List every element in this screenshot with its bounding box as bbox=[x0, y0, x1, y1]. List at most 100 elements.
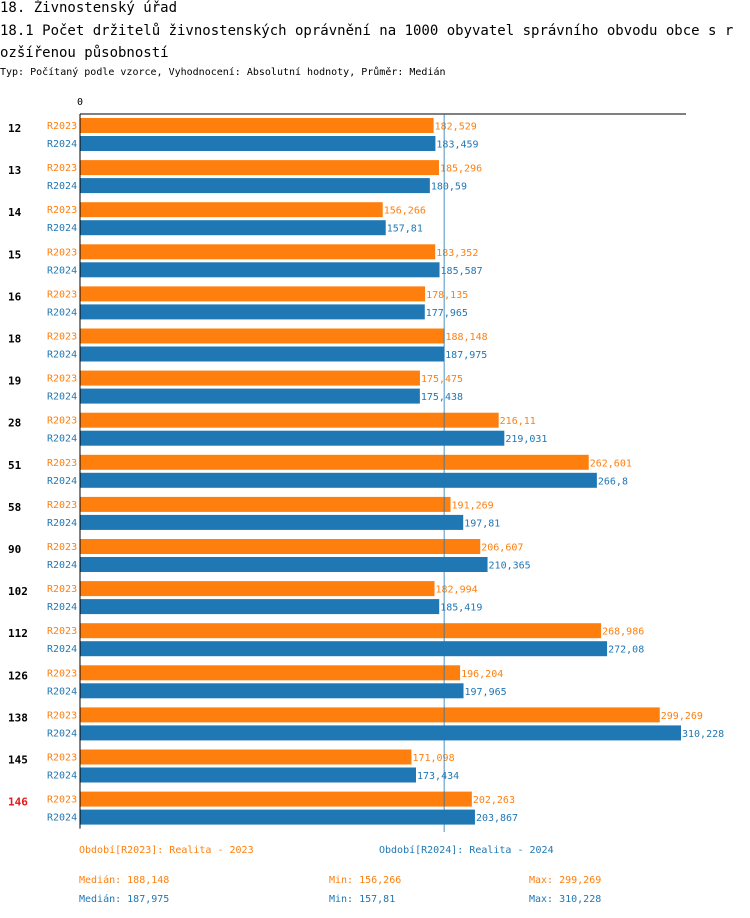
category-label: 16 bbox=[8, 290, 22, 303]
chart-description: Typ: Počítaný podle vzorce, Vyhodnocení:… bbox=[0, 67, 446, 78]
bar bbox=[80, 665, 461, 681]
bar bbox=[80, 749, 412, 765]
data-label: 156,266 bbox=[384, 206, 426, 217]
bar bbox=[80, 178, 430, 194]
data-label: 173,434 bbox=[417, 771, 459, 782]
data-label: 185,296 bbox=[440, 164, 482, 175]
category-label: 90 bbox=[8, 543, 21, 556]
series-label: R2024 bbox=[47, 476, 77, 487]
bar bbox=[80, 286, 426, 302]
series-label: R2024 bbox=[47, 265, 77, 276]
data-label: 206,607 bbox=[481, 543, 523, 554]
category-label: 102 bbox=[8, 585, 28, 598]
bar bbox=[80, 328, 445, 344]
bar bbox=[80, 725, 681, 741]
series-label: R2023 bbox=[47, 416, 77, 427]
data-label: 178,135 bbox=[426, 290, 468, 301]
data-label: 187,975 bbox=[445, 350, 487, 361]
data-label: 197,81 bbox=[464, 518, 500, 529]
data-label: 203,867 bbox=[476, 813, 518, 824]
data-label: 182,529 bbox=[435, 122, 477, 133]
bar bbox=[80, 346, 445, 362]
series-label: R2024 bbox=[47, 728, 77, 739]
series-label: R2023 bbox=[47, 753, 77, 764]
data-label: 268,986 bbox=[602, 627, 644, 638]
category-label: 19 bbox=[8, 375, 21, 388]
series-label: R2023 bbox=[47, 668, 77, 679]
bar bbox=[80, 683, 464, 699]
data-label: 177,965 bbox=[426, 308, 468, 319]
data-label: 175,475 bbox=[421, 374, 463, 385]
series-label: R2024 bbox=[47, 771, 77, 782]
series-label: R2023 bbox=[47, 205, 77, 216]
bar bbox=[80, 791, 472, 807]
bar bbox=[80, 304, 425, 320]
page-title: 18. Živnostenský úřad bbox=[0, 0, 178, 16]
bar bbox=[80, 388, 420, 404]
chart-subtitle: 18.1 Počet držitelů živnostenských opráv… bbox=[0, 23, 734, 61]
legend-r2024: Období[R2024]: Realita - 2024 bbox=[379, 845, 554, 856]
series-label: R2024 bbox=[47, 223, 77, 234]
bar bbox=[80, 539, 481, 554]
category-label: 12 bbox=[8, 122, 21, 135]
data-label: 197,965 bbox=[465, 687, 507, 698]
bar bbox=[80, 581, 435, 597]
bar bbox=[80, 496, 451, 512]
data-label: 182,994 bbox=[436, 585, 478, 596]
data-label: 185,419 bbox=[440, 603, 482, 614]
category-label: 146 bbox=[8, 796, 28, 809]
series-label: R2024 bbox=[47, 518, 77, 529]
legend-r2023: Období[R2023]: Realita - 2023 bbox=[79, 845, 254, 856]
bar bbox=[80, 623, 602, 639]
series-label: R2023 bbox=[47, 710, 77, 721]
series-label: R2024 bbox=[47, 392, 77, 403]
data-label: 216,11 bbox=[500, 416, 536, 427]
data-label: 191,269 bbox=[452, 500, 494, 511]
category-label: 15 bbox=[8, 248, 21, 261]
data-label: 180,59 bbox=[431, 182, 467, 193]
data-label: 185,587 bbox=[441, 266, 483, 277]
category-label: 145 bbox=[8, 754, 28, 767]
series-label: R2023 bbox=[47, 121, 77, 132]
data-label: 262,601 bbox=[590, 458, 632, 469]
data-label: 272,08 bbox=[608, 645, 644, 656]
bar bbox=[80, 220, 386, 236]
series-label: R2023 bbox=[47, 626, 77, 637]
category-label: 112 bbox=[8, 627, 28, 640]
data-label: 183,459 bbox=[436, 140, 478, 151]
series-label: R2023 bbox=[47, 795, 77, 806]
data-label: 157,81 bbox=[387, 224, 423, 235]
stat-min-r2024: Min: 157,81 bbox=[329, 894, 396, 905]
category-label: 51 bbox=[8, 459, 22, 472]
series-label: R2024 bbox=[47, 434, 77, 445]
bar bbox=[80, 118, 434, 133]
category-label: 18 bbox=[8, 333, 21, 346]
data-label: 219,031 bbox=[505, 434, 547, 445]
series-label: R2024 bbox=[47, 686, 77, 697]
data-label: 202,263 bbox=[473, 795, 515, 806]
series-label: R2023 bbox=[47, 584, 77, 595]
bar bbox=[80, 454, 589, 470]
bar bbox=[80, 370, 420, 386]
category-label: 126 bbox=[8, 669, 28, 682]
bar bbox=[80, 514, 464, 530]
stat-min-r2023: Min: 156,266 bbox=[329, 875, 402, 886]
bar bbox=[80, 430, 505, 446]
bar bbox=[80, 641, 608, 657]
bar bbox=[80, 557, 488, 572]
bar bbox=[80, 599, 440, 615]
bar bbox=[80, 160, 439, 176]
stat-max-r2024: Max: 310,228 bbox=[529, 894, 602, 905]
series-label: R2024 bbox=[47, 307, 77, 318]
series-label: R2024 bbox=[47, 350, 77, 361]
bar bbox=[80, 707, 660, 723]
stat-median-r2023: Medián: 188,148 bbox=[79, 875, 170, 886]
stat-median-r2024: Medián: 187,975 bbox=[79, 894, 170, 905]
series-label: R2023 bbox=[47, 500, 77, 511]
series-label: R2023 bbox=[47, 542, 77, 553]
series-label: R2023 bbox=[47, 163, 77, 174]
bar bbox=[80, 136, 436, 151]
category-label: 13 bbox=[8, 164, 21, 177]
series-label: R2024 bbox=[47, 560, 77, 571]
category-label: 28 bbox=[8, 417, 21, 430]
